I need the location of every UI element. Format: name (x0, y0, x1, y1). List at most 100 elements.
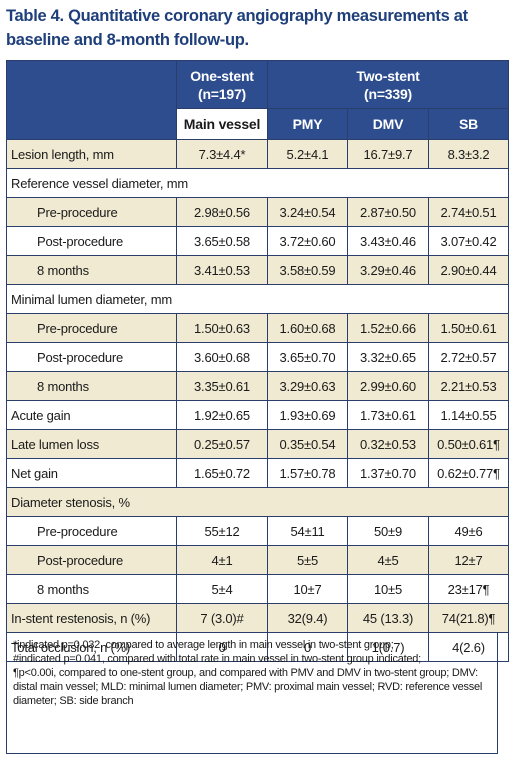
value-cell: 1.65±0.72 (176, 458, 268, 488)
table-row: Post-procedure 4±1 5±5 4±5 12±7 (6, 545, 510, 575)
table-row: 8 months 3.41±0.53 3.58±0.59 3.29±0.46 2.90±… (6, 255, 510, 285)
value-cell: 49±6 (427, 516, 510, 546)
table-row: Acute gain 1.92±0.65 1.93±0.69 1.73±0.61 1.1… (6, 400, 510, 430)
value-cell: 55±12 (176, 516, 268, 546)
value-cell: 1.73±0.61 (347, 400, 429, 430)
value-cell: 2.72±0.57 (427, 342, 510, 372)
section-header-row: Minimal lumen diameter, mm (5, 284, 510, 314)
value-cell: 50±9 (347, 516, 429, 546)
value-cell: 54±11 (267, 516, 348, 546)
two-stent-n: (n=339) (364, 85, 413, 102)
footnote-line-1: *indicated p=0.032, compared to average … (13, 639, 394, 651)
value-cell: 0.35±0.54 (267, 429, 348, 459)
value-cell: 1.57±0.78 (267, 458, 348, 488)
dmv-header: DMV (347, 108, 429, 140)
row-label: Total occlusion, n (%) (6, 632, 177, 662)
value-cell: 8.3±3.2 (427, 139, 510, 169)
value-cell: 4±5 (347, 545, 429, 575)
row-label: 8 months (6, 574, 177, 604)
value-cell: 1(0.7) (347, 632, 429, 662)
row-label: In-stent restenosis, n (%) (6, 603, 177, 633)
value-cell: 45 (13.3) (347, 603, 429, 633)
sb-header: SB (427, 108, 510, 140)
value-cell: 0.25±0.57 (176, 429, 268, 459)
value-cell: 74(21.8)¶ (427, 603, 510, 633)
value-cell: 7 (3.0)# (176, 603, 268, 633)
value-cell: 1.60±0.68 (267, 313, 348, 343)
section-header-row: Diameter stenosis, % (5, 487, 510, 517)
value-cell: 3.35±0.61 (176, 371, 268, 401)
value-cell: 12±7 (427, 545, 510, 575)
value-cell: 2.21±0.53 (427, 371, 510, 401)
table-row: Pre-procedure 1.50±0.63 1.60±0.68 1.52±0.66… (6, 313, 510, 343)
qca-table-container: One-stent (n=197) Two-stent (n=339) Main… (5, 60, 510, 662)
table-row: Post-procedure 3.65±0.58 3.72±0.60 3.43±0.4… (6, 226, 510, 256)
footnote-line-2: #indicated p=0.041, compared with total … (13, 653, 421, 665)
value-cell: 1.37±0.70 (347, 458, 429, 488)
section-label: Reference vessel diameter, mm (5, 168, 510, 198)
value-cell: 23±17¶ (427, 574, 510, 604)
value-cell: 2.90±0.44 (427, 255, 510, 285)
value-cell: 2.98±0.56 (176, 197, 268, 227)
two-stent-label: Two-stent (356, 67, 420, 84)
value-cell: 0 (267, 632, 348, 662)
row-label: Lesion length, mm (6, 139, 177, 169)
section-label: Minimal lumen diameter, mm (5, 284, 510, 314)
table-row: Pre-procedure 2.98±0.56 3.24±0.54 2.87±0.50… (6, 197, 510, 227)
footnote-line-3: ¶p<0.00i, compared to one-stent group, a… (13, 667, 483, 707)
value-cell: 1.50±0.61 (427, 313, 510, 343)
value-cell: 3.24±0.54 (267, 197, 348, 227)
table-footnote: *indicated p=0.032, compared to average … (6, 632, 498, 754)
row-label: 8 months (6, 371, 177, 401)
value-cell: 10±7 (267, 574, 348, 604)
value-cell: 5±5 (267, 545, 348, 575)
value-cell: 3.65±0.70 (267, 342, 348, 372)
row-label: Net gain (6, 458, 177, 488)
value-cell: 3.07±0.42 (427, 226, 510, 256)
row-label: Pre-procedure (6, 197, 177, 227)
qca-table: One-stent (n=197) Two-stent (n=339) Main… (5, 60, 510, 662)
value-cell: 2.74±0.51 (427, 197, 510, 227)
table-row: Pre-procedure 55±12 54±11 50±9 49±6 (6, 516, 510, 546)
one-stent-label: One-stent (190, 67, 254, 84)
row-label: 8 months (6, 255, 177, 285)
table-row: Net gain 1.65±0.72 1.57±0.78 1.37±0.70 0.62±… (6, 458, 510, 488)
row-label: Pre-procedure (6, 313, 177, 343)
value-cell: 0.62±0.77¶ (427, 458, 510, 488)
value-cell: 7.3±4.4* (176, 139, 268, 169)
pmy-header: PMY (267, 108, 348, 140)
value-cell: 1.92±0.65 (176, 400, 268, 430)
row-label: Pre-procedure (6, 516, 177, 546)
value-cell: 10±5 (347, 574, 429, 604)
one-stent-n: (n=197) (197, 85, 246, 102)
value-cell: 16.7±9.7 (347, 139, 429, 169)
value-cell: 1.93±0.69 (267, 400, 348, 430)
value-cell: 1.52±0.66 (347, 313, 429, 343)
table-row: In-stent restenosis, n (%) 7 (3.0)# 32(9.4… (6, 603, 510, 633)
row-label: Acute gain (6, 400, 177, 430)
value-cell: 5.2±4.1 (267, 139, 348, 169)
table-body: Lesion length, mm 7.3±4.4* 5.2±4.1 16.7±9.7… (5, 139, 510, 662)
two-stent-header: Two-stent (n=339) (266, 60, 510, 109)
row-label: Post-procedure (6, 342, 177, 372)
table-row: Post-procedure 3.60±0.68 3.65±0.70 3.32±0.6… (6, 342, 510, 372)
value-cell: 3.32±0.65 (347, 342, 429, 372)
row-label: Post-procedure (6, 545, 177, 575)
value-cell: 0.50±0.61¶ (427, 429, 510, 459)
table-row: Total occlusion, n (%) 0 0 1(0.7) 4(2.6) (6, 632, 510, 662)
value-cell: 4±1 (176, 545, 268, 575)
value-cell: 3.43±0.46 (347, 226, 429, 256)
value-cell: 3.60±0.68 (176, 342, 268, 372)
one-stent-header: One-stent (n=197) (176, 60, 268, 109)
table-row: Late lumen loss 0.25±0.57 0.35±0.54 0.32±0.… (6, 429, 510, 459)
table-title: Table 4. Quantitative coronary angiograp… (6, 7, 468, 49)
empty-header-cell (6, 60, 177, 140)
value-cell: 5±4 (176, 574, 268, 604)
value-cell: 3.58±0.59 (267, 255, 348, 285)
value-cell: 1.50±0.63 (176, 313, 268, 343)
value-cell: 4(2.6) (427, 632, 510, 662)
table-row: Lesion length, mm 7.3±4.4* 5.2±4.1 16.7±9.7… (6, 139, 510, 169)
row-label: Post-procedure (6, 226, 177, 256)
value-cell: 2.87±0.50 (347, 197, 429, 227)
row-label: Late lumen loss (6, 429, 177, 459)
